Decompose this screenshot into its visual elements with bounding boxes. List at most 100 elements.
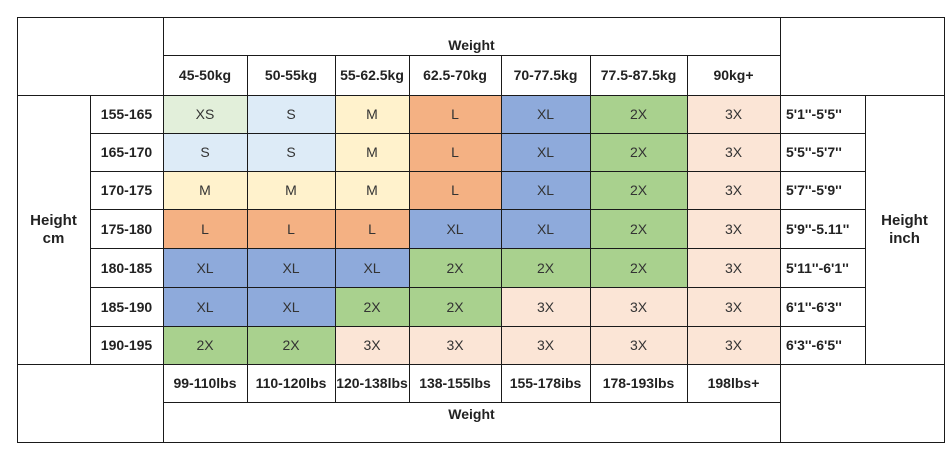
size-cell: 2X xyxy=(163,326,247,364)
grid-line xyxy=(17,442,945,443)
size-cell: L xyxy=(247,209,335,248)
height-inch-label: 6'3''-6'5'' xyxy=(786,337,842,353)
size-cell: 3X xyxy=(409,326,501,364)
grid-line xyxy=(163,17,164,443)
size-cell: 2X xyxy=(590,209,687,248)
height-cm-header-line: cm xyxy=(42,229,65,247)
height-cm-label: 155-165 xyxy=(100,106,153,122)
height-inch-label: 5'5''-5'7'' xyxy=(786,144,842,160)
grid-line xyxy=(247,55,248,403)
size-cell: XL xyxy=(501,171,590,209)
height-inch-label: 5'1''-5'5'' xyxy=(786,106,842,122)
height-inch-header-line: inch xyxy=(889,229,920,247)
weight-kg-header: 77.5-87.5kg xyxy=(600,67,677,83)
weight-kg-header: 45-50kg xyxy=(178,67,232,83)
height-cm-label: 190-195 xyxy=(100,337,153,353)
size-cell: 2X xyxy=(501,248,590,287)
size-cell: M xyxy=(335,171,409,209)
weight-lbs-header: 178-193lbs xyxy=(602,375,675,391)
size-cell: XL xyxy=(163,248,247,287)
height-inch-label: 5'11''-6'1'' xyxy=(786,259,849,276)
size-cell: L xyxy=(409,133,501,171)
grid-line xyxy=(17,364,945,365)
weight-lbs-header: 198lbs+ xyxy=(707,375,760,391)
grid-line xyxy=(865,95,866,365)
height-cm-header-line: Height xyxy=(30,211,77,229)
size-cell: 3X xyxy=(687,209,780,248)
height-inch-label: 5'7''-5'9'' xyxy=(786,182,842,198)
weight-kg-header: 90kg+ xyxy=(713,67,754,83)
size-cell: 2X xyxy=(590,248,687,287)
grid-line xyxy=(501,55,502,403)
grid-line xyxy=(163,55,781,56)
size-cell: 3X xyxy=(590,287,687,326)
grid-line xyxy=(590,55,591,403)
grid-line xyxy=(90,287,866,288)
weight-kg-header: 50-55kg xyxy=(264,67,318,83)
size-cell: S xyxy=(163,133,247,171)
height-inch-header: Height inch xyxy=(865,95,944,364)
grid-line xyxy=(17,17,945,18)
weight-header-top: Weight xyxy=(448,37,495,53)
grid-line xyxy=(944,17,945,443)
size-cell: 2X xyxy=(590,95,687,133)
weight-lbs-header: 120-138lbs xyxy=(336,375,408,391)
size-cell: M xyxy=(335,133,409,171)
grid-line xyxy=(409,55,410,403)
size-cell: 3X xyxy=(687,95,780,133)
size-cell: M xyxy=(335,95,409,133)
size-cell: 3X xyxy=(590,326,687,364)
grid-line xyxy=(17,17,18,443)
size-cell: XL xyxy=(409,209,501,248)
size-cell: M xyxy=(163,171,247,209)
weight-kg-header: 62.5-70kg xyxy=(423,67,487,83)
weight-kg-header: 70-77.5kg xyxy=(513,67,578,83)
size-cell: XL xyxy=(501,133,590,171)
size-cell: XL xyxy=(501,95,590,133)
weight-lbs-header: 110-120lbs xyxy=(255,375,327,391)
size-cell: 2X xyxy=(335,287,409,326)
size-cell: 3X xyxy=(687,171,780,209)
grid-line xyxy=(163,402,781,403)
grid-line xyxy=(335,55,336,403)
size-cell: 2X xyxy=(590,171,687,209)
size-cell: XL xyxy=(247,287,335,326)
height-inch-label: 6'1''-6'3'' xyxy=(786,298,842,315)
size-cell: 2X xyxy=(409,248,501,287)
size-cell: L xyxy=(409,95,501,133)
weight-lbs-header: 138-155lbs xyxy=(419,375,491,391)
weight-lbs-header: 99-110lbs xyxy=(173,375,237,391)
height-cm-label: 175-180 xyxy=(100,220,153,237)
weight-header-bottom: Weight xyxy=(448,406,495,422)
grid-line xyxy=(90,209,866,210)
size-cell: XL xyxy=(247,248,335,287)
height-cm-header: Height cm xyxy=(17,95,90,364)
height-cm-label: 185-190 xyxy=(100,298,153,315)
size-cell: 3X xyxy=(687,248,780,287)
height-cm-label: 170-175 xyxy=(100,182,153,198)
size-cell: XS xyxy=(163,95,247,133)
height-inch-label: 5'9''-5.11'' xyxy=(786,220,850,237)
grid-line xyxy=(90,95,91,365)
size-cell: S xyxy=(247,133,335,171)
size-cell: 3X xyxy=(687,326,780,364)
grid-line xyxy=(90,133,866,134)
height-cm-label: 180-185 xyxy=(100,259,153,276)
size-cell: 3X xyxy=(335,326,409,364)
size-cell: L xyxy=(335,209,409,248)
size-cell: L xyxy=(163,209,247,248)
height-cm-label: 165-170 xyxy=(100,144,153,160)
size-cell: 3X xyxy=(501,287,590,326)
size-cell: M xyxy=(247,171,335,209)
grid-line xyxy=(780,17,781,443)
size-cell: 2X xyxy=(590,133,687,171)
grid-line xyxy=(90,248,866,249)
size-cell: 2X xyxy=(409,287,501,326)
height-inch-header-line: Height xyxy=(881,211,928,229)
size-cell: XL xyxy=(501,209,590,248)
grid-line xyxy=(90,326,866,327)
weight-lbs-header: 155-178ibs xyxy=(509,375,582,391)
size-cell: L xyxy=(409,171,501,209)
weight-kg-header: 55-62.5kg xyxy=(340,67,404,83)
